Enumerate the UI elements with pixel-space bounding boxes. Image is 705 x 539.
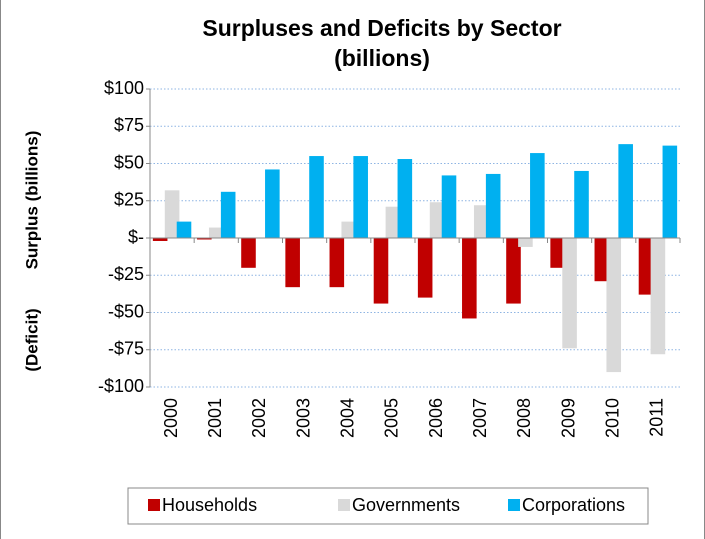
bar [373,238,389,304]
y-tick-label: -$50 [108,301,144,321]
x-tick-label: 2001 [205,398,225,438]
bar [662,145,678,238]
bar [265,169,280,238]
bar [530,153,545,238]
bar [429,202,445,238]
bar [197,238,212,240]
x-tick-label: 2008 [514,398,534,438]
x-tick-label: 2004 [338,398,358,438]
bar [176,221,192,238]
bar [594,238,610,282]
bar [485,173,501,238]
y-tick-label: -$25 [108,264,144,284]
bar [385,206,401,238]
bar [397,159,413,238]
x-tick-label: 2009 [558,398,578,438]
x-tick-label: 2006 [426,398,446,438]
bar [309,156,324,238]
bar [341,221,357,238]
bar [550,238,565,268]
legend-box [127,487,649,525]
bar [353,156,368,238]
bar [462,238,477,319]
y-tick-label: $25 [114,190,144,210]
y-tick-label: $50 [114,152,144,172]
bar [638,238,654,295]
x-tick-label: 2002 [249,398,269,438]
y-tick-label: -$75 [108,339,144,359]
bar [241,238,256,268]
y-tick-label: $100 [104,78,144,98]
y-tick-label: $- [128,227,144,247]
bar [574,170,589,238]
x-tick-label: 2000 [161,398,181,438]
chart-subtitle: (billions) [334,45,430,71]
y-tick-label: $75 [114,115,144,135]
bar [562,238,577,349]
bar [506,238,521,304]
y-axis-title-negative: (Deficit) [22,308,41,371]
bar [152,238,168,241]
bar [417,238,433,298]
bar [220,191,236,238]
bar [650,238,666,355]
y-axis-title: Surplus (billions) [22,131,41,270]
bar [164,190,180,238]
legend-swatch [508,499,520,511]
legend-swatch [338,499,350,511]
legend-label: Corporations [522,495,625,515]
x-tick-label: 2007 [470,398,490,438]
bar [441,175,457,238]
bar [618,144,633,238]
bar [208,227,224,238]
x-tick-label: 2003 [293,398,313,438]
x-tick-label: 2011 [647,398,667,437]
bar [329,238,345,288]
y-tick-label: -$100 [98,376,144,396]
legend-label: Governments [352,495,460,515]
bar [518,238,533,247]
x-tick-label: 2005 [382,398,402,438]
legend-swatch [148,499,160,511]
legend-label: Households [162,495,257,515]
x-tick-label: 2010 [603,398,623,438]
bar [473,205,489,238]
bar [606,238,622,373]
chart-title: Surpluses and Deficits by Sector [202,15,561,41]
bar [285,238,300,288]
